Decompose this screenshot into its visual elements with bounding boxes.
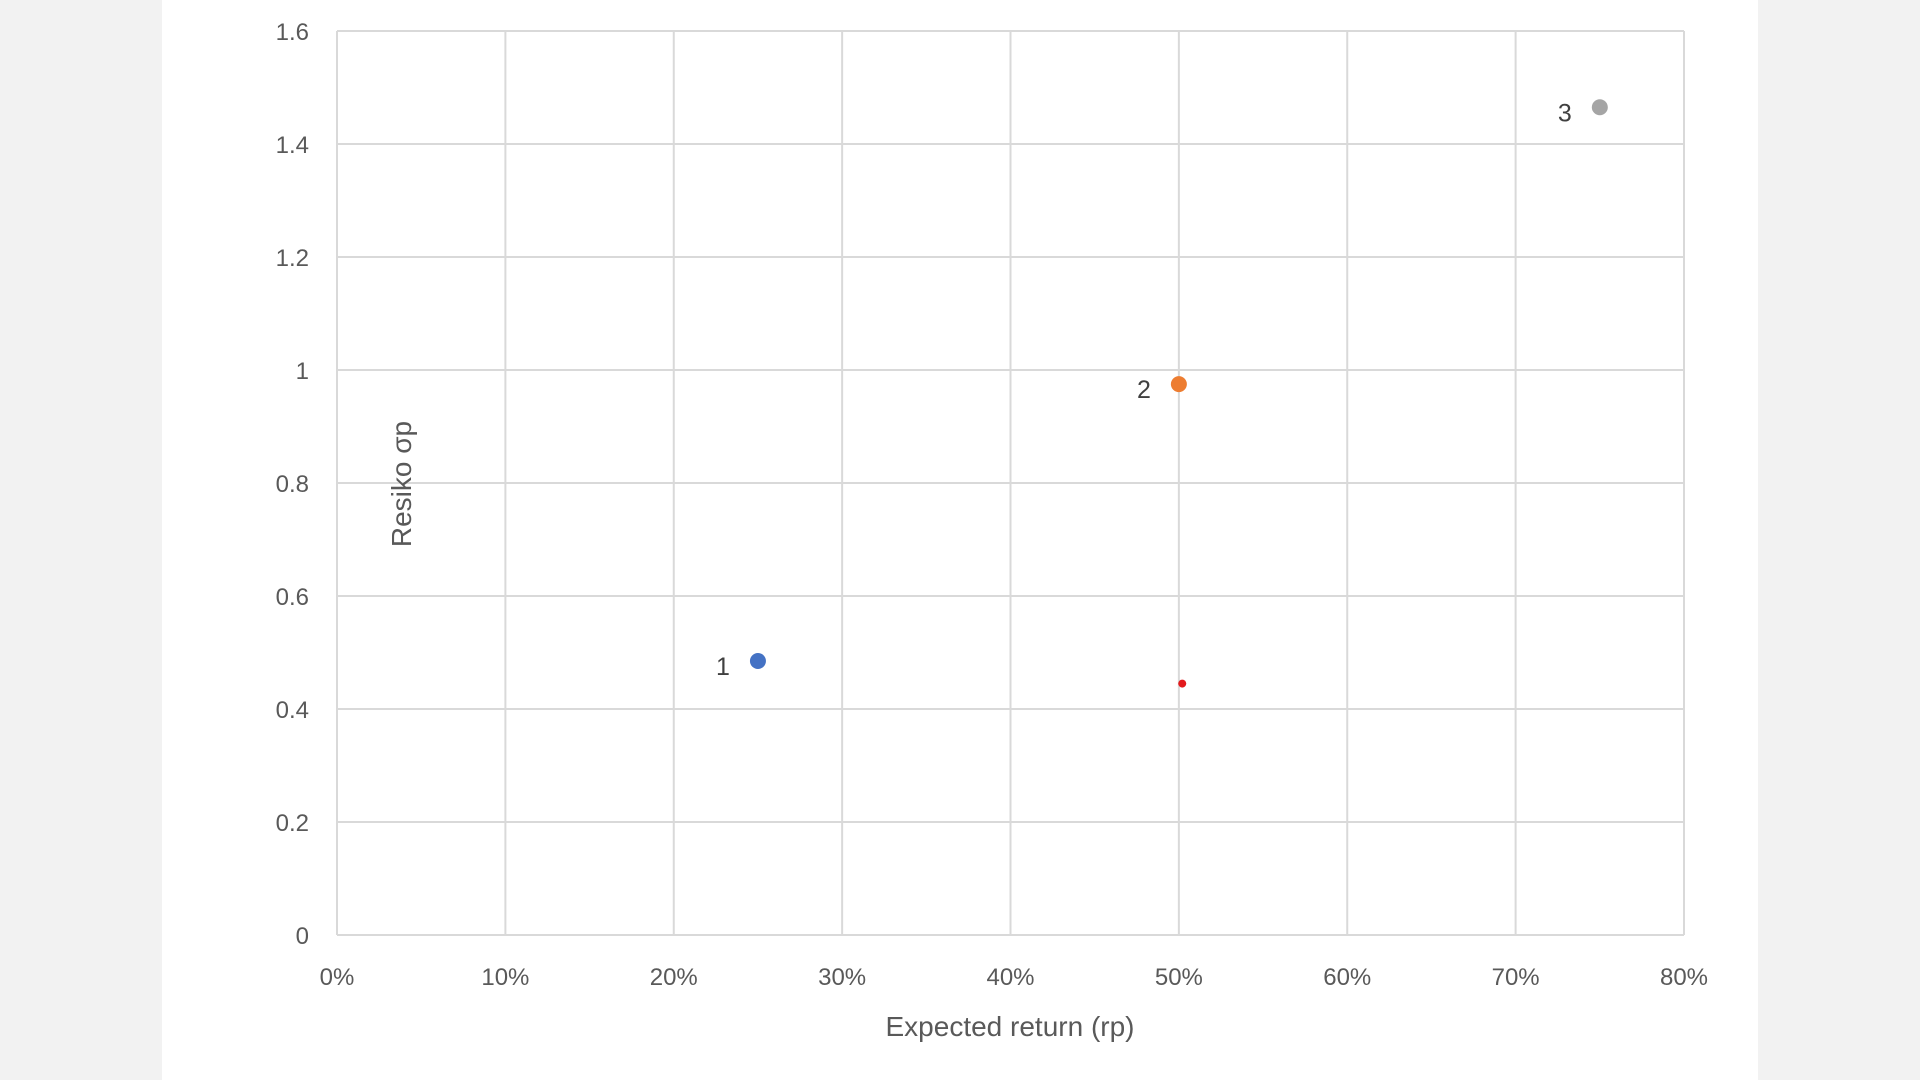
data-point-marker bbox=[1178, 679, 1187, 688]
x-tick-label: 30% bbox=[818, 964, 866, 991]
y-tick-label: 1.2 bbox=[276, 245, 309, 272]
x-tick-label: 40% bbox=[986, 964, 1034, 991]
x-axis-title: Expected return (rp) bbox=[886, 1011, 1135, 1042]
x-tick-label: 50% bbox=[1155, 964, 1203, 991]
data-label-3: 3 bbox=[1558, 99, 1572, 127]
data-label-1: 1 bbox=[716, 653, 730, 681]
x-tick-label: 20% bbox=[650, 964, 698, 991]
data-points bbox=[749, 99, 1608, 688]
x-tick-label: 60% bbox=[1323, 964, 1371, 991]
chart-canvas: 0% 10% 20% 30% 40% 50% 60% 70% 80% 0 0.2 0.4 0.6 0.8 1… bbox=[162, 0, 1758, 1080]
y-tick-label: 0.6 bbox=[276, 584, 309, 611]
y-tick-label: 1.4 bbox=[276, 132, 309, 159]
tick-labels: 0% 10% 20% 30% 40% 50% 60% 70% 80% 0 0.2 0.4 0.6 0.8 1… bbox=[276, 19, 1708, 991]
data-point-2 bbox=[1170, 376, 1187, 393]
y-axis-title: Resiko σp bbox=[386, 421, 417, 547]
data-label-2: 2 bbox=[1137, 376, 1151, 404]
scatter-chart: 0% 10% 20% 30% 40% 50% 60% 70% 80% 0 0.2 0.4 0.6 0.8 1… bbox=[276, 19, 1708, 1042]
data-point-1 bbox=[749, 652, 766, 669]
x-tick-label: 80% bbox=[1660, 964, 1708, 991]
y-tick-label: 0.4 bbox=[276, 697, 309, 724]
y-tick-label: 0.8 bbox=[276, 471, 309, 498]
x-tick-label: 10% bbox=[481, 964, 529, 991]
y-tick-label: 1 bbox=[296, 358, 309, 385]
data-labels: 1 2 3 bbox=[716, 99, 1572, 681]
x-tick-label: 0% bbox=[320, 964, 355, 991]
y-tick-label: 0 bbox=[296, 923, 309, 950]
y-tick-label: 1.6 bbox=[276, 19, 309, 46]
gridlines bbox=[336, 30, 1685, 936]
y-tick-label: 0.2 bbox=[276, 810, 309, 837]
x-tick-label: 70% bbox=[1492, 964, 1540, 991]
data-point-3 bbox=[1591, 99, 1608, 116]
